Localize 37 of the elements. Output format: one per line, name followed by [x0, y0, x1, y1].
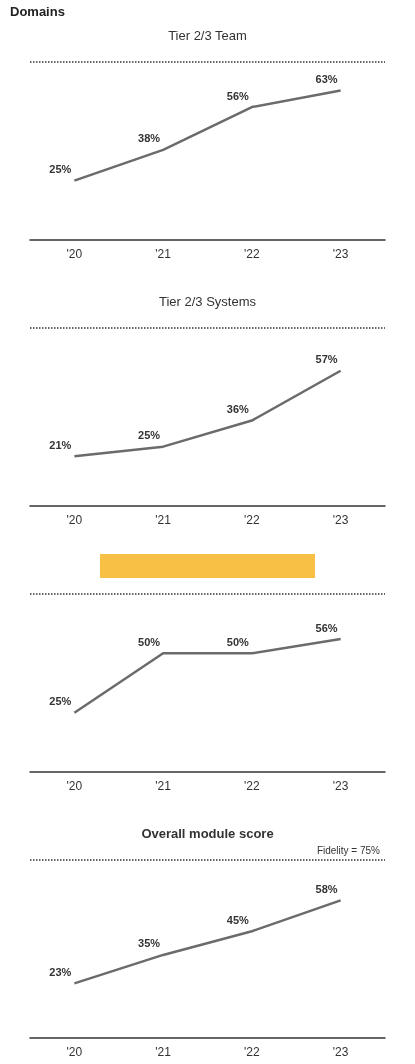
- x-tick-label: '23: [332, 513, 349, 527]
- x-tick-label: '20: [66, 513, 83, 527]
- x-tick-label: '22: [244, 247, 261, 261]
- data-label: 25%: [49, 695, 72, 708]
- chart-title: Overall module score: [141, 826, 274, 841]
- data-label: 58%: [315, 882, 338, 895]
- x-tick-label: '22: [244, 513, 261, 527]
- x-tick-label: '21: [155, 779, 172, 793]
- chart-title: Tier 2/3 Systems: [158, 294, 257, 309]
- data-label: 56%: [315, 621, 338, 634]
- data-label: 25%: [138, 429, 161, 442]
- data-label: 35%: [138, 937, 161, 950]
- x-tick-label: '21: [155, 1045, 172, 1059]
- ref-line-label: Fidelity = 75%: [316, 844, 381, 856]
- x-tick-label: '23: [332, 247, 349, 261]
- data-label: 45%: [226, 913, 250, 926]
- text: Domains: [10, 4, 65, 19]
- data-label: 63%: [315, 72, 338, 85]
- x-tick-label: '23: [332, 1045, 349, 1059]
- data-label: 38%: [138, 132, 161, 145]
- x-tick-label: '21: [155, 513, 172, 527]
- data-label: 50%: [226, 635, 250, 648]
- x-tick-label: '20: [66, 1045, 83, 1059]
- data-label: 36%: [226, 403, 250, 416]
- data-label: 50%: [138, 635, 161, 648]
- chart-title: Tier 2/3 Team: [168, 28, 247, 43]
- x-tick-label: '23: [332, 779, 349, 793]
- data-label: 23%: [49, 965, 72, 978]
- x-tick-label: '20: [66, 247, 83, 261]
- x-tick-label: '20: [66, 779, 83, 793]
- x-tick-label: '22: [244, 779, 261, 793]
- data-label: 21%: [49, 438, 72, 451]
- data-label: 56%: [226, 89, 250, 102]
- data-label: 25%: [49, 163, 72, 176]
- x-tick-label: '22: [244, 1045, 261, 1059]
- x-tick-label: '21: [155, 247, 172, 261]
- data-label: 57%: [315, 353, 338, 366]
